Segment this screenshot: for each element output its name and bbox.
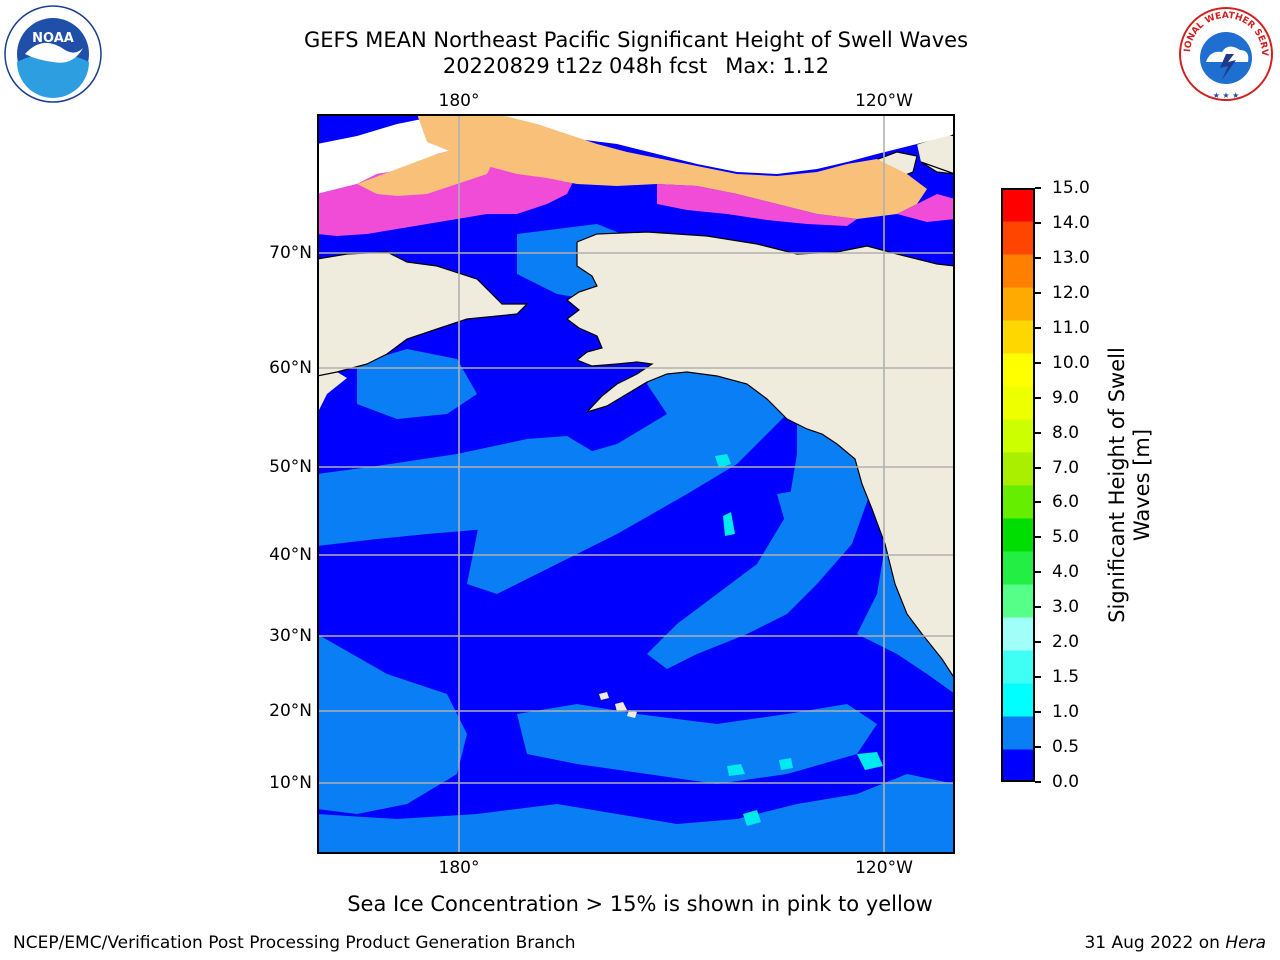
colorbar-tick-label: 8.0 — [1052, 422, 1080, 443]
colorbar-segment — [1001, 716, 1035, 750]
colorbar-segment — [1001, 485, 1035, 519]
colorbar-tick-label: 15.0 — [1052, 178, 1090, 198]
lat-label-40n: 40°N — [269, 545, 312, 565]
colorbar-title: Significant Height of Swell Waves [m] — [1105, 325, 1155, 645]
colorbar-tick — [1035, 221, 1041, 224]
colorbar-tick-label: 5.0 — [1052, 527, 1080, 548]
colorbar-tick-label: 12.0 — [1052, 282, 1090, 303]
colorbar-segment — [1001, 287, 1035, 321]
colorbar-tick-label: 11.0 — [1052, 317, 1090, 338]
lat-label-20n: 20°N — [269, 701, 312, 721]
colorbar-tick-label: 3.0 — [1052, 597, 1080, 618]
colorbar-tick — [1035, 361, 1041, 364]
lon-label-bottom-120w: 120°W — [855, 858, 913, 878]
footer-branch: NCEP/EMC/Verification Post Processing Pr… — [13, 933, 576, 953]
colorbar-tick — [1035, 641, 1041, 644]
colorbar-segment — [1001, 419, 1035, 453]
noaa-logo-text: NOAA — [32, 31, 74, 46]
lat-label-10n: 10°N — [269, 773, 312, 793]
map-frame — [317, 114, 955, 854]
sea-ice-region — [317, 114, 955, 236]
max-value: Max: 1.12 — [725, 54, 830, 78]
colorbar-segment — [1001, 320, 1035, 354]
colorbar-tick — [1035, 291, 1041, 294]
colorbar-tick — [1035, 571, 1041, 574]
colorbar-segment — [1001, 683, 1035, 717]
colorbar-tick-label: 0.0 — [1052, 772, 1080, 792]
map-gridlines — [317, 114, 955, 854]
colorbar-tick-label: 14.0 — [1052, 212, 1090, 233]
colorbar-tick-label: 2.0 — [1052, 632, 1080, 653]
lat-label-70n: 70°N — [269, 243, 312, 263]
colorbar-segment — [1001, 452, 1035, 486]
colorbar-tick-label: 0.5 — [1052, 737, 1080, 758]
colorbar-tick — [1035, 256, 1041, 259]
svg-text:★ ★ ★: ★ ★ ★ — [1213, 91, 1240, 100]
lon-label-top-120w: 120°W — [855, 91, 913, 111]
colorbar-tick — [1035, 606, 1041, 609]
swell-height-map — [317, 114, 955, 854]
colorbar — [1001, 188, 1035, 782]
colorbar-segment — [1001, 386, 1035, 420]
colorbar-tick — [1035, 746, 1041, 749]
colorbar-segment — [1001, 254, 1035, 288]
colorbar-tick-label: 13.0 — [1052, 247, 1090, 268]
colorbar-tick-label: 1.5 — [1052, 667, 1080, 688]
colorbar-tick — [1035, 431, 1041, 434]
colorbar-segment — [1001, 353, 1035, 387]
colorbar-segment — [1001, 749, 1035, 782]
colorbar-tick — [1035, 676, 1041, 679]
footer-date-text: 31 Aug 2022 on — [1084, 933, 1220, 953]
colorbar-tick — [1035, 536, 1041, 539]
noaa-logo: NOAA — [4, 5, 102, 103]
colorbar-title-line2: Waves [m] — [1130, 428, 1154, 542]
footer-machine: Hera — [1225, 933, 1266, 953]
colorbar-segment — [1001, 617, 1035, 651]
swell-1-15-spots — [715, 454, 883, 826]
colorbar-tick-label: 4.0 — [1052, 562, 1080, 583]
sea-ice-caption: Sea Ice Concentration > 15% is shown in … — [347, 892, 933, 916]
coastlines — [317, 133, 955, 680]
colorbar-tick-label: 1.0 — [1052, 702, 1080, 723]
colorbar-segment — [1001, 551, 1035, 585]
colorbar-tick-label: 9.0 — [1052, 387, 1080, 408]
nws-logo: NATIONAL WEATHER SERVICE ★ ★ ★ — [1176, 4, 1274, 102]
colorbar-tick — [1035, 396, 1041, 399]
colorbar-segment — [1001, 221, 1035, 255]
chart-title: GEFS MEAN Northeast Pacific Significant … — [303, 28, 969, 52]
colorbar-tick — [1035, 711, 1041, 714]
colorbar-tick-label: 7.0 — [1052, 457, 1080, 478]
colorbar-segment — [1001, 650, 1035, 684]
lat-label-50n: 50°N — [269, 457, 312, 477]
colorbar-tick-label: 6.0 — [1052, 492, 1080, 513]
forecast-run: 20220829 t12z 048h fcst — [442, 54, 708, 78]
colorbar-segment — [1001, 518, 1035, 552]
colorbar-segment — [1001, 584, 1035, 618]
lat-label-30n: 30°N — [269, 626, 312, 646]
lat-label-60n: 60°N — [269, 358, 312, 378]
chart-subtitle: 20220829 t12z 048h fcst Max: 1.12 — [0, 53, 1272, 79]
colorbar-segment — [1001, 188, 1035, 222]
colorbar-tick-label: 10.0 — [1052, 352, 1090, 373]
colorbar-tick — [1035, 466, 1041, 469]
colorbar-tick — [1035, 501, 1041, 504]
colorbar-tick — [1035, 781, 1041, 783]
lon-label-bottom-180: 180° — [438, 858, 480, 878]
footer-date: 31 Aug 2022 on Hera — [1084, 932, 1266, 954]
colorbar-frame — [1001, 188, 1035, 782]
colorbar-tick — [1035, 326, 1041, 329]
colorbar-tick — [1035, 187, 1041, 189]
lon-label-top-180: 180° — [438, 91, 480, 111]
colorbar-title-line1: Significant Height of Swell — [1105, 347, 1129, 623]
